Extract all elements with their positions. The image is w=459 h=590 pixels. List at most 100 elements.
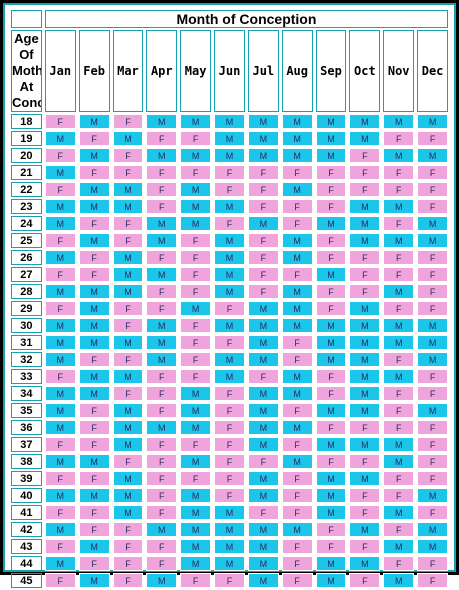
gender-cell: M [146,233,178,248]
gender-cell: F [315,199,347,214]
age-column-header: Age Of Mother At Conception [11,30,42,112]
gender-cell: F [247,182,279,197]
gender-cell: F [44,233,76,248]
gender-cell: F [383,250,415,265]
gender-cell: M [315,148,347,163]
month-header-nov: Nov [383,30,415,112]
gender-cell: F [146,199,178,214]
gender-cell: M [214,250,245,265]
gender-cell: F [417,573,448,588]
gender-cell: F [349,420,381,435]
gender-cell: M [349,301,381,316]
age-header-line-3: Conception [12,95,41,110]
gender-cell: F [349,505,381,520]
gender-cell: F [349,573,381,588]
gender-cell: M [247,437,279,452]
month-header-may: May [180,30,212,112]
gender-cell: F [78,403,110,418]
gender-cell: M [383,318,415,333]
age-cell: 29 [11,301,42,316]
table-row: 19 M F M F F M M M M M F F [11,131,448,146]
age-cell: 19 [11,131,42,146]
gender-cell: M [78,301,110,316]
gender-cell: F [417,250,448,265]
gender-cell: F [247,369,279,384]
gender-cell: M [112,403,144,418]
gender-cell: F [383,556,415,571]
gender-cell: M [315,335,347,350]
gender-cell: M [78,369,110,384]
gender-cell: M [44,199,76,214]
gender-cell: M [44,352,76,367]
gender-cell: M [349,352,381,367]
age-header-line-2: Mother At [12,63,41,94]
gender-cell: M [383,454,415,469]
gender-cell: M [44,386,76,401]
gender-cell: M [44,454,76,469]
age-cell: 35 [11,403,42,418]
gender-cell: M [247,420,279,435]
gender-cell: M [417,114,448,129]
gender-cell: M [349,233,381,248]
gender-cell: M [44,556,76,571]
gender-cell: F [417,505,448,520]
month-header-mar: Mar [112,30,144,112]
gender-cell: F [180,284,212,299]
gender-cell: F [146,182,178,197]
month-header-jul: Jul [247,30,279,112]
gender-cell: M [146,318,178,333]
gender-cell: M [349,556,381,571]
gender-cell: M [214,148,245,163]
age-cell: 21 [11,165,42,180]
gender-cell: F [417,556,448,571]
table-row: 23 M M M F M M F F F M M F [11,199,448,214]
gender-cell: F [112,454,144,469]
gender-cell: F [315,522,347,537]
gender-cell: F [281,437,313,452]
gender-cell: F [315,386,347,401]
gender-cell: F [281,216,313,231]
gender-cell: M [112,335,144,350]
gender-cell: M [315,318,347,333]
gender-cell: M [349,369,381,384]
gender-cell: M [112,488,144,503]
gender-cell: M [315,352,347,367]
gender-cell: M [417,233,448,248]
gender-cell: M [112,471,144,486]
gender-cell: M [44,335,76,350]
age-cell: 30 [11,318,42,333]
gender-cell: M [383,539,415,554]
gender-cell: M [281,233,313,248]
gender-cell: M [180,488,212,503]
gender-cell: M [247,403,279,418]
gender-cell: F [281,165,313,180]
gender-cell: F [180,318,212,333]
month-header-dec: Dec [417,30,448,112]
gender-cell: F [146,454,178,469]
gender-cell: M [180,420,212,435]
gender-cell: M [78,335,110,350]
gender-cell: F [78,471,110,486]
gender-cell: F [417,199,448,214]
gender-cell: F [44,148,76,163]
gender-cell: M [44,216,76,231]
age-cell: 38 [11,454,42,469]
gender-cell: M [214,114,245,129]
table-row: 22 F M M F M F F M F F F F [11,182,448,197]
gender-cell: M [146,420,178,435]
gender-cell: M [78,233,110,248]
gender-cell: M [349,216,381,231]
gender-cell: M [180,182,212,197]
gender-cell: F [281,488,313,503]
gender-cell: M [349,522,381,537]
gender-cell: M [44,318,76,333]
gender-cell: F [214,420,245,435]
table-row: 36 M F M M M F M M F F F F [11,420,448,435]
table-row: 45 F M F M F F M F M F M F [11,573,448,588]
gender-cell: M [112,437,144,452]
gender-cell: F [214,301,245,316]
gender-cell: M [247,573,279,588]
gender-cell: F [112,556,144,571]
table-row: 26 M F M F F M F M F F F F [11,250,448,265]
gender-cell: M [281,369,313,384]
